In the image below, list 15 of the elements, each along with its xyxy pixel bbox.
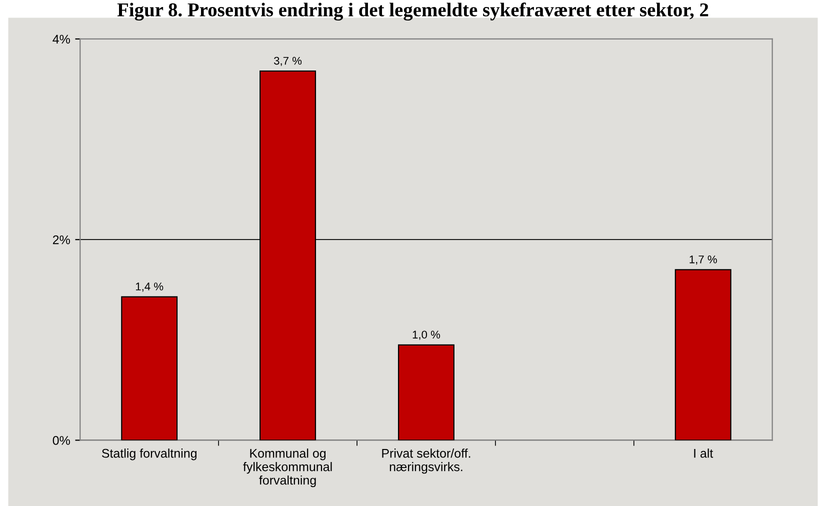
chart-title: Figur 8. Prosentvis endring i det legemeldte sykefraværet etter sektor, 2	[117, 2, 708, 21]
bar	[674, 269, 732, 440]
y-tick-label: 0%	[52, 436, 70, 445]
y-tick-label: 4%	[52, 34, 70, 44]
bar	[398, 344, 454, 440]
x-tick-label: Privat sektor/off. næringsvirks.	[382, 448, 470, 474]
data-label: 1,4 %	[136, 282, 164, 292]
x-tick-label: Kommunal og fylkeskommunal forvaltning	[243, 448, 332, 488]
x-tick-label: Statlig forvaltning	[102, 448, 196, 460]
bar	[121, 296, 178, 440]
data-label: 1,7 %	[690, 256, 717, 265]
y-tick-label: 2%	[52, 235, 70, 244]
data-label: 3,7 %	[274, 56, 302, 66]
x-tick-label: I alt	[694, 448, 714, 458]
data-label: 1,0 %	[412, 330, 440, 340]
